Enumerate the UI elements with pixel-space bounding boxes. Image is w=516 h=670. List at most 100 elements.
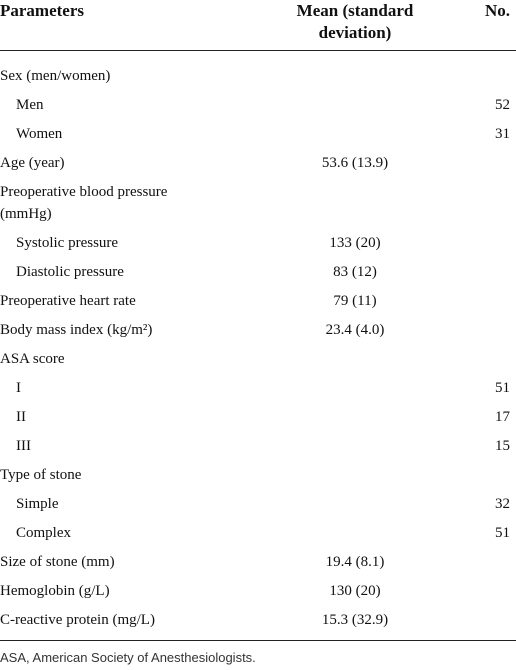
mean-cell [255,94,455,116]
row-label: Complex [16,524,71,541]
table-row: Size of stone (mm) 19.4 (8.1) [0,547,516,576]
table-row: II 17 [0,402,516,431]
table-row: ASA score [0,344,516,373]
row-label: I [16,379,21,396]
mean-cell [255,406,455,428]
header-cell: Mean (standard deviation) [255,0,455,50]
label-cell: Simple [0,493,255,515]
count-cell [455,609,516,631]
row-label: Women [16,125,63,142]
mean-cell [255,65,455,87]
header-text: Mean (standard deviation) [296,1,414,42]
count-cell: 15 [495,437,510,454]
count-cell [455,261,516,283]
mean-cell: 83 (12) [333,263,377,280]
label-cell: III [0,435,255,457]
mean-cell [255,522,455,544]
table-row: I 51 [0,373,516,402]
mean-cell: 15.3 (32.9) [321,611,389,628]
count-cell [455,152,516,174]
label-cell: Hemoglobin (g/L) [0,580,255,602]
table-row: Preoperative heart rate 79 (11) [0,286,516,315]
count-cell [455,181,516,225]
table-row: Type of stone [0,460,516,489]
row-label: Age (year) [0,154,65,171]
count-cell [455,319,516,341]
header-text: Parameters [0,1,85,20]
label-cell: Preoperative blood pressure (mmHg) [0,181,255,225]
label-cell: Systolic pressure [0,232,255,254]
mean-cell [255,493,455,515]
count-cell: 51 [495,524,510,541]
mean-cell: 53.6 (13.9) [321,154,389,171]
count-cell [455,65,516,87]
label-cell: I [0,377,255,399]
count-cell: 32 [495,495,510,512]
table-row: Systolic pressure 133 (20) [0,228,516,257]
mean-cell [255,435,455,457]
table-header: Parameters Mean (standard deviation) No. [0,0,516,51]
footnote: ASA, American Society of Anesthesiologis… [0,650,256,665]
label-cell: Size of stone (mm) [0,551,255,573]
table-row: III 15 [0,431,516,460]
row-label: Simple [16,495,59,512]
label-cell: Men [0,94,255,116]
label-cell: C-reactive protein (mg/L) [0,609,255,631]
table-row: Complex 51 [0,518,516,547]
count-cell [455,290,516,312]
mean-cell [255,464,455,486]
header-cell: Parameters [0,0,255,50]
header-text: No. [484,1,510,20]
table-row: C-reactive protein (mg/L) 15.3 (32.9) [0,605,516,634]
row-label: ASA score [0,350,65,367]
count-cell [455,232,516,254]
mean-cell: 23.4 (4.0) [325,321,385,338]
label-cell: II [0,406,255,428]
label-cell: Preoperative heart rate [0,290,255,312]
table-row: Body mass index (kg/m²) 23.4 (4.0) [0,315,516,344]
table-row: Sex (men/women) [0,61,516,90]
table-row: Simple 32 [0,489,516,518]
label-cell: Type of stone [0,464,255,486]
mean-cell: 79 (11) [333,292,377,309]
row-label: Diastolic pressure [16,263,124,280]
count-cell [455,580,516,602]
row-label: Systolic pressure [16,234,119,251]
mean-cell: 19.4 (8.1) [325,553,385,570]
label-cell: Body mass index (kg/m²) [0,319,255,341]
row-label: Type of stone [0,466,82,483]
label-cell: Complex [0,522,255,544]
count-cell: 31 [495,125,510,142]
table-row: Preoperative blood pressure (mmHg) [0,177,516,228]
table-row: Diastolic pressure 83 (12) [0,257,516,286]
row-label: Body mass index (kg/m²) [0,321,153,338]
row-label: II [16,408,26,425]
mean-cell [255,123,455,145]
count-cell: 17 [495,408,510,425]
label-cell: ASA score [0,348,255,370]
mean-cell [255,181,455,225]
count-cell: 51 [495,379,510,396]
header-cell: No. [455,0,516,50]
row-label: III [16,437,31,454]
row-label: Men [16,96,44,113]
count-cell [455,551,516,573]
row-label: Preoperative heart rate [0,292,136,309]
row-label: Preoperative blood pressure (mmHg) [0,183,168,222]
count-cell: 52 [495,96,510,113]
mean-cell [255,348,455,370]
mean-cell: 133 (20) [329,234,381,251]
mean-cell: 130 (20) [329,582,381,599]
table-row: Age (year) 53.6 (13.9) [0,148,516,177]
label-cell: Diastolic pressure [0,261,255,283]
row-label: Sex (men/women) [0,67,111,84]
table-row: Hemoglobin (g/L) 130 (20) [0,576,516,605]
label-cell: Sex (men/women) [0,65,255,87]
label-cell: Age (year) [0,152,255,174]
row-label: C-reactive protein (mg/L) [0,611,155,628]
table-body: Sex (men/women) Men 52 Women 31 Age (year) 53.… [0,51,516,641]
table-row: Men 52 [0,90,516,119]
count-cell [455,464,516,486]
row-label: Size of stone (mm) [0,553,115,570]
